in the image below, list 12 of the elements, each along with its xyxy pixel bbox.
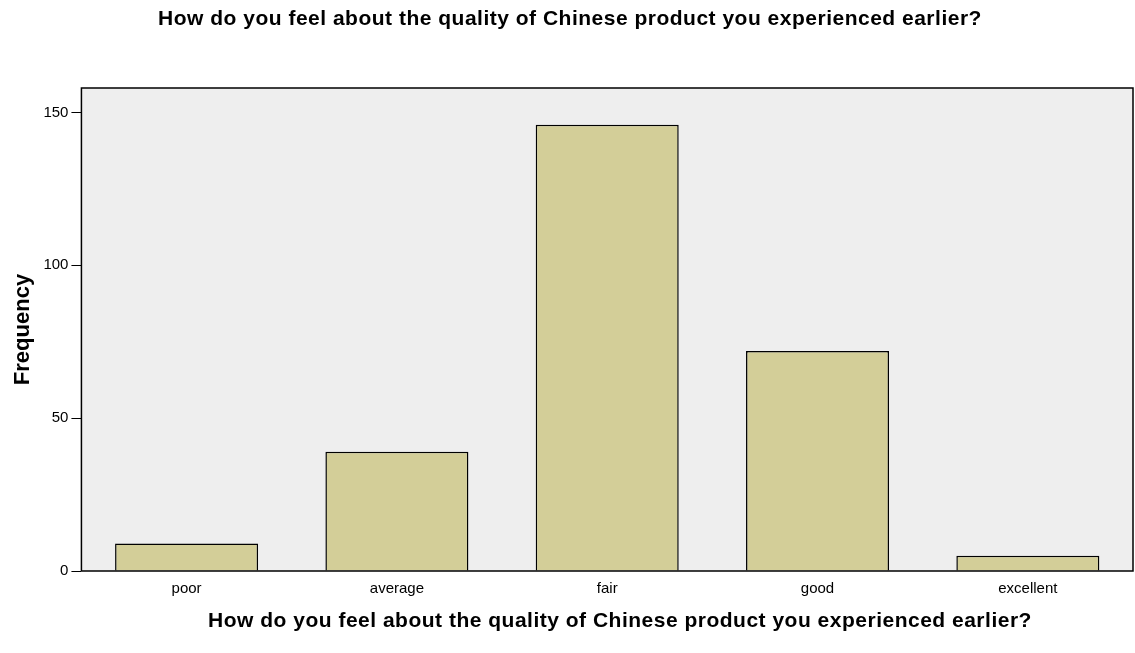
x-tick-label: poor bbox=[171, 579, 202, 597]
y-axis-title: Frequency bbox=[9, 273, 35, 386]
x-tick-label: good bbox=[800, 579, 835, 597]
y-tick-label: 50 bbox=[51, 408, 69, 426]
y-tick-label: 100 bbox=[43, 255, 69, 273]
x-tick-label: fair bbox=[596, 579, 618, 597]
chart-title: How do you feel about the quality of Chinese product you experienced earlier? bbox=[157, 6, 983, 29]
y-tick-label: 150 bbox=[43, 102, 69, 120]
x-tick-label: excellent bbox=[998, 579, 1059, 597]
x-axis-title: How do you feel about the quality of Chinese product you experienced earlier? bbox=[207, 608, 1033, 631]
x-tick-label: average bbox=[369, 579, 425, 597]
y-tick-label: 0 bbox=[60, 561, 69, 579]
